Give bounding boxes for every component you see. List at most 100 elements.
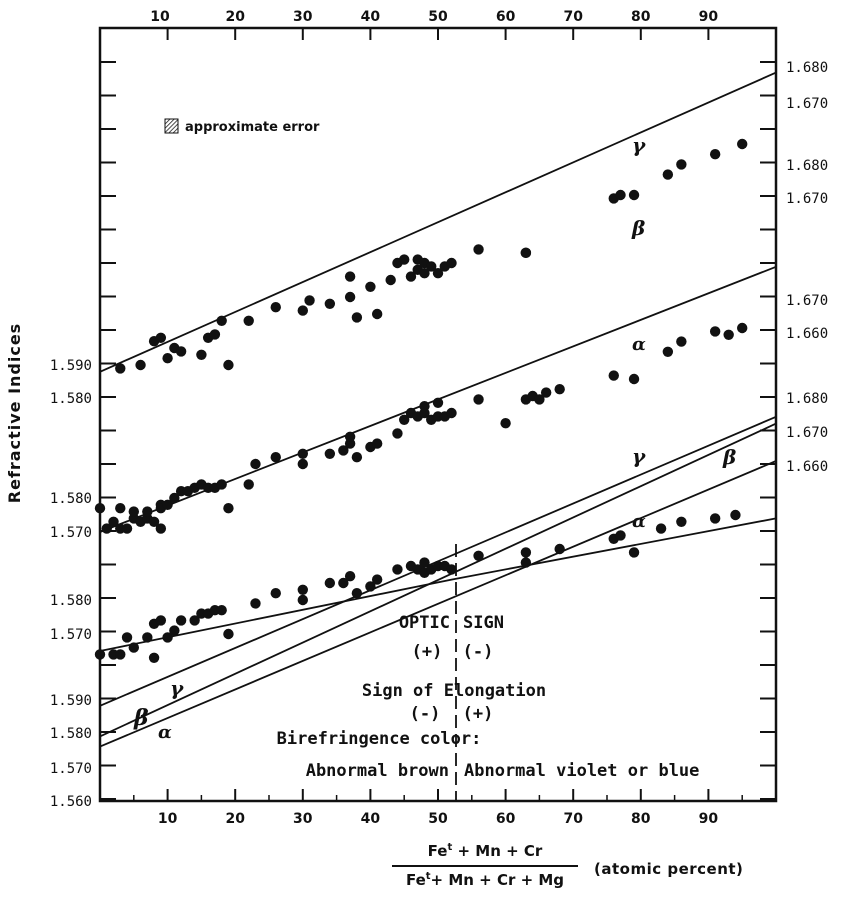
data-point — [554, 384, 565, 395]
x-top-tick-label: 60 — [496, 9, 516, 25]
data-point — [121, 632, 133, 643]
data-point — [709, 149, 721, 160]
data-point — [216, 315, 227, 326]
y-right-tick-label: 1.680 — [786, 60, 828, 76]
y-right-tick-label: 1.660 — [786, 326, 828, 342]
data-point — [250, 458, 261, 470]
data-point — [115, 503, 126, 514]
y-right-tick-label: 1.670 — [786, 293, 828, 309]
data-point — [399, 414, 410, 425]
annotation-optic: OPTIC — [399, 613, 450, 633]
data-point — [615, 189, 626, 201]
data-point — [94, 503, 106, 514]
y-left-tick-label: 1.570 — [50, 627, 92, 643]
data-point — [162, 353, 173, 364]
data-point — [344, 431, 356, 442]
data-point — [209, 329, 221, 340]
data-point — [446, 257, 457, 269]
data-point — [365, 281, 376, 292]
y-left-tick-label: 1.580 — [50, 391, 92, 407]
y-left-tick-label: 1.570 — [50, 525, 92, 541]
data-point — [628, 189, 640, 201]
data-point — [446, 564, 457, 575]
data-point — [432, 397, 444, 408]
data-point — [419, 557, 430, 568]
data-point — [365, 581, 376, 592]
annotation-elong-minus: (-) — [410, 704, 441, 724]
data-point — [432, 268, 444, 279]
y-right-tick-label: 1.670 — [786, 191, 828, 207]
series-label-beta-2: β — [722, 445, 736, 469]
data-point — [730, 509, 741, 521]
data-point — [392, 428, 403, 439]
x-top-tick-label: 50 — [428, 9, 448, 25]
annotation-optic-minus: (-) — [463, 642, 494, 662]
data-point — [385, 274, 396, 286]
annotation-biref-right: Abnormal violet or blue — [464, 761, 699, 781]
data-point — [155, 523, 167, 534]
data-point — [121, 523, 133, 534]
fit-line — [99, 71, 777, 373]
data-point — [520, 557, 532, 568]
data-point — [155, 332, 167, 343]
x-axis-numerator: Fet + Mn + Cr — [392, 842, 578, 867]
data-point — [135, 359, 146, 371]
data-point — [324, 298, 336, 309]
data-point — [297, 594, 308, 606]
data-point — [196, 349, 207, 360]
y-right-tick-label: 1.670 — [786, 96, 828, 112]
data-point — [155, 615, 167, 626]
x-top-tick-label: 70 — [563, 9, 583, 25]
data-point — [101, 523, 112, 534]
annotation-biref-left: Abnormal brown — [306, 761, 449, 781]
y-left-tick-label: 1.580 — [50, 491, 92, 507]
data-point — [500, 418, 511, 429]
y-left-tick-label: 1.590 — [50, 358, 92, 374]
data-point — [473, 394, 484, 405]
data-point — [297, 305, 308, 316]
data-point — [628, 373, 640, 385]
fit-line — [99, 517, 777, 652]
annotation-optic-plus: (+) — [412, 642, 443, 662]
data-point — [446, 407, 457, 419]
data-point — [270, 452, 281, 463]
data-point — [169, 492, 180, 504]
x-axis-denominator: Fet+ Mn + Cr + Mg — [405, 871, 565, 889]
x-tick-label: 80 — [631, 811, 651, 827]
data-point — [270, 588, 281, 599]
x-top-tick-label: 10 — [150, 9, 170, 25]
data-point — [108, 516, 119, 527]
series-label-gamma-low: γ — [170, 676, 184, 700]
y-left-tick-label: 1.560 — [50, 794, 92, 810]
x-top-tick-label: 90 — [699, 9, 719, 25]
data-point — [94, 649, 106, 660]
annotation-elongation: Sign of Elongation — [362, 681, 546, 701]
data-point — [169, 625, 180, 636]
data-point — [473, 550, 484, 561]
data-point — [662, 346, 674, 357]
fit-line — [99, 422, 777, 738]
data-point — [534, 394, 545, 405]
annotation-birefringence: Birefringence color: — [277, 729, 482, 749]
data-point — [344, 271, 356, 282]
x-tick-label: 50 — [428, 811, 448, 827]
data-point — [115, 649, 126, 660]
data-point — [142, 506, 153, 517]
series-label-alpha-low: α — [158, 722, 172, 743]
data-point — [162, 499, 173, 510]
y-left-tick-label: 1.580 — [50, 726, 92, 742]
x-top-tick-label: 30 — [293, 9, 313, 25]
series-label-alpha: α — [632, 334, 646, 355]
x-axis-units: (atomic percent) — [594, 860, 744, 878]
data-point — [243, 315, 254, 326]
data-point — [405, 271, 417, 282]
data-point — [540, 387, 552, 398]
fit-line — [99, 460, 777, 748]
data-point — [223, 503, 234, 514]
data-point — [115, 363, 126, 374]
data-point — [520, 547, 532, 558]
data-point — [338, 445, 349, 456]
annotation-sign: SIGN — [463, 613, 504, 633]
data-point — [473, 244, 484, 255]
data-point — [608, 370, 619, 381]
